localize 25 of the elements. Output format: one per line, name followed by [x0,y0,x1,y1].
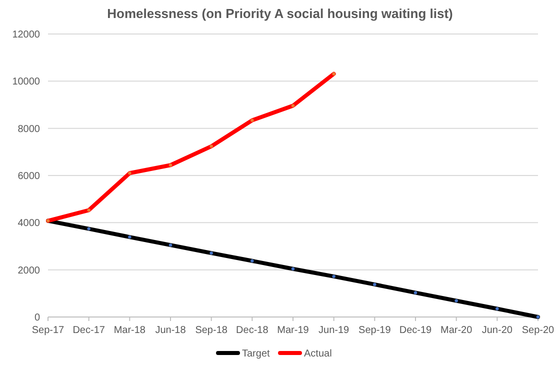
y-tick-label: 4000 [18,218,40,230]
y-tick-label: 2000 [18,265,40,276]
x-tick-label: Jun-20 [482,325,513,336]
y-tick-label: 8000 [18,124,40,135]
x-tick-label: Dec-19 [399,325,432,336]
x-tick-label: Sep-19 [358,325,392,336]
x-tick-label: Mar-19 [277,325,310,336]
x-tick-label: Sep-18 [195,325,228,336]
x-tick-label: Mar-18 [114,325,146,336]
x-tick-label: Dec-18 [236,325,269,336]
y-tick-label: 0 [34,312,40,324]
x-tick-label: Sep-20 [522,325,555,336]
legend-label: Actual [304,348,332,360]
x-tick-label: Mar-20 [440,325,473,336]
y-tick-label: 6000 [18,171,40,182]
y-tick-label: 12000 [12,30,40,40]
line-series [46,218,540,319]
x-tick-label: Sep-17 [32,325,65,336]
x-tick-label: Jun-18 [155,325,186,336]
line-series [46,72,336,223]
x-tick-label: Dec-17 [72,325,106,336]
legend-label: Target [242,348,270,360]
chart-title: Homelessness (on Priority A social housing waiting list) [107,6,453,21]
y-tick-label: 10000 [12,76,40,88]
x-tick-label: Jun-19 [318,325,350,336]
